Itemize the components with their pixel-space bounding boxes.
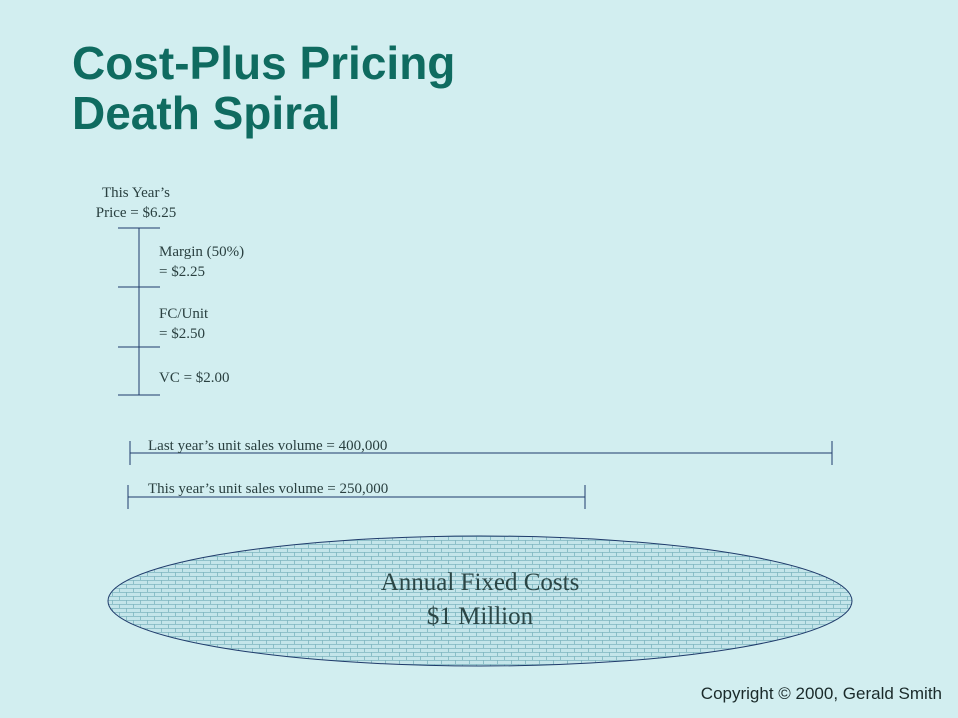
fc-unit-label: FC/Unit = $2.50 <box>159 304 208 344</box>
fixed-costs-line2: $1 Million <box>426 603 534 630</box>
slide-title-line2: Death Spiral <box>72 87 341 139</box>
slide-title: Cost-Plus Pricing Death Spiral <box>72 38 455 138</box>
margin-label-line2: = $2.25 <box>159 264 205 280</box>
margin-label: Margin (50%) = $2.25 <box>159 242 244 282</box>
fixed-costs-line1: Annual Fixed Costs <box>380 569 580 596</box>
this-year-volume-line <box>127 485 586 509</box>
price-label-line1: This Year’s <box>101 185 171 201</box>
fc-unit-label-line1: FC/Unit <box>159 306 209 322</box>
fixed-costs-label: Annual Fixed Costs $1 Million <box>330 566 630 634</box>
slide-title-line1: Cost-Plus Pricing <box>72 37 456 89</box>
this-year-volume-label: This year’s unit sales volume = 250,000 <box>148 481 389 497</box>
fixed-costs-ellipse <box>107 535 853 667</box>
vc-label: VC = $2.00 <box>159 370 230 386</box>
fc-unit-label-line2: = $2.50 <box>159 326 205 342</box>
price-label-line2: Price = $6.25 <box>95 205 177 221</box>
price-stack-bracket <box>118 227 160 396</box>
price-label: This Year’s Price = $6.25 <box>80 183 192 223</box>
last-year-volume-line <box>129 441 833 465</box>
last-year-volume-label: Last year’s unit sales volume = 400,000 <box>148 438 388 454</box>
margin-label-line1: Margin (50%) <box>159 244 245 260</box>
copyright-notice: Copyright © 2000, Gerald Smith <box>700 684 942 703</box>
